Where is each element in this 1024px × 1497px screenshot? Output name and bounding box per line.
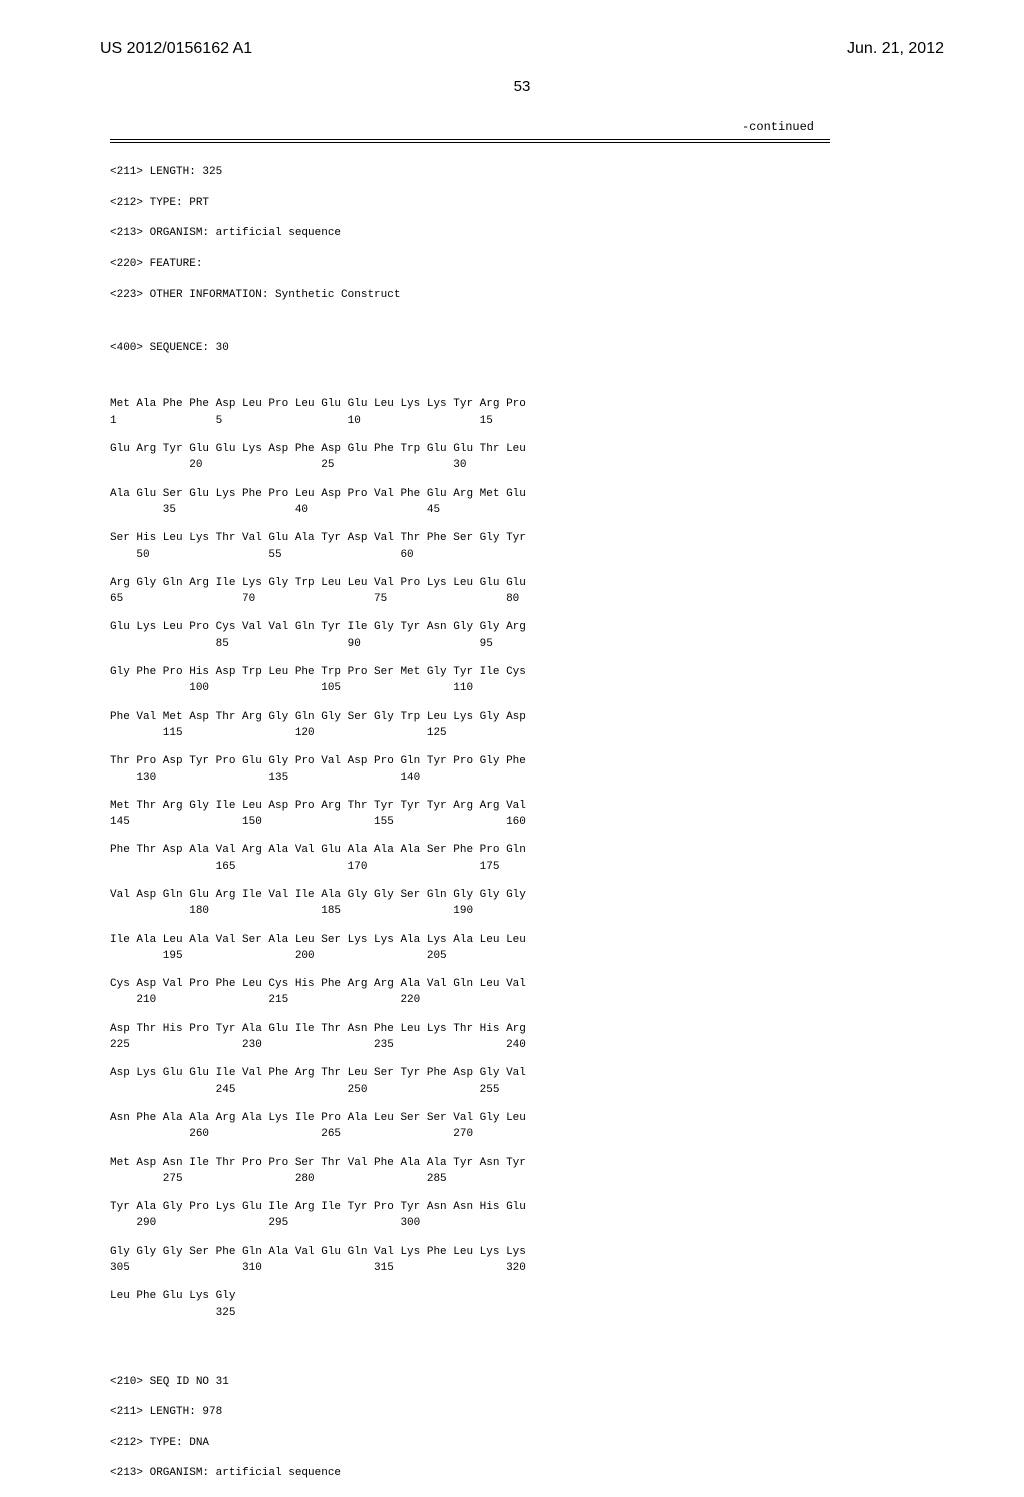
sequence-aa-row: Met Thr Arg Gly Ile Leu Asp Pro Arg Thr … — [110, 799, 944, 813]
sequence-aa-row: Phe Thr Asp Ala Val Arg Ala Val Glu Ala … — [110, 843, 944, 857]
sequence-aa-row: Phe Val Met Asp Thr Arg Gly Gln Gly Ser … — [110, 710, 944, 724]
sequence-num-row: 275 280 285 — [110, 1172, 944, 1186]
sequence-num-row: 130 135 140 — [110, 771, 944, 785]
section-divider — [110, 139, 830, 143]
seq-header-line: <212> TYPE: PRT — [110, 196, 944, 210]
seq-header-line: <400> SEQUENCE: 30 — [110, 341, 944, 355]
sequence-num-row: 325 — [110, 1306, 944, 1320]
sequence-num-row: 100 105 110 — [110, 681, 944, 695]
sequence-num-row: 305 310 315 320 — [110, 1261, 944, 1275]
sequence-aa-row: Met Asp Asn Ile Thr Pro Pro Ser Thr Val … — [110, 1156, 944, 1170]
sequence-num-row: 20 25 30 — [110, 458, 944, 472]
seq-header-line: <211> LENGTH: 325 — [110, 165, 944, 179]
sequence-num-row: 210 215 220 — [110, 993, 944, 1007]
publication-date: Jun. 21, 2012 — [847, 40, 944, 58]
continued-label: -continued — [100, 120, 814, 134]
sequence-aa-row: Val Asp Gln Glu Arg Ile Val Ile Ala Gly … — [110, 888, 944, 902]
sequence-num-row: 35 40 45 — [110, 503, 944, 517]
sequence-aa-row: Glu Lys Leu Pro Cys Val Val Gln Tyr Ile … — [110, 620, 944, 634]
publication-number: US 2012/0156162 A1 — [100, 40, 252, 58]
sequence-aa-row: Asp Thr His Pro Tyr Ala Glu Ile Thr Asn … — [110, 1022, 944, 1036]
sequence-aa-row: Met Ala Phe Phe Asp Leu Pro Leu Glu Glu … — [110, 397, 944, 411]
sequence-num-row: 245 250 255 — [110, 1083, 944, 1097]
sequence-num-row: 50 55 60 — [110, 548, 944, 562]
sequence-num-row: 115 120 125 — [110, 726, 944, 740]
sequence-aa-row: Gly Gly Gly Ser Phe Gln Ala Val Glu Gln … — [110, 1245, 944, 1259]
sequence-num-row: 85 90 95 — [110, 637, 944, 651]
sequence-aa-row: Thr Pro Asp Tyr Pro Glu Gly Pro Val Asp … — [110, 754, 944, 768]
sequence-aa-row: Cys Asp Val Pro Phe Leu Cys His Phe Arg … — [110, 977, 944, 991]
sequence-aa-row: Ser His Leu Lys Thr Val Glu Ala Tyr Asp … — [110, 531, 944, 545]
sequence-aa-row: Gly Phe Pro His Asp Trp Leu Phe Trp Pro … — [110, 665, 944, 679]
sequence-num-row: 180 185 190 — [110, 904, 944, 918]
sequence-aa-row: Arg Gly Gln Arg Ile Lys Gly Trp Leu Leu … — [110, 576, 944, 590]
sequence-aa-row: Tyr Ala Gly Pro Lys Glu Ile Arg Ile Tyr … — [110, 1200, 944, 1214]
seq-header-line: <223> OTHER INFORMATION: Synthetic Const… — [110, 288, 944, 302]
sequence-num-row: 225 230 235 240 — [110, 1038, 944, 1052]
next-seq-line: <212> TYPE: DNA — [110, 1436, 944, 1450]
sequence-aa-row: Ile Ala Leu Ala Val Ser Ala Leu Ser Lys … — [110, 933, 944, 947]
sequence-aa-row: Ala Glu Ser Glu Lys Phe Pro Leu Asp Pro … — [110, 487, 944, 501]
sequence-aa-row: Glu Arg Tyr Glu Glu Lys Asp Phe Asp Glu … — [110, 442, 944, 456]
next-seq-line: <211> LENGTH: 978 — [110, 1405, 944, 1419]
sequence-num-row: 145 150 155 160 — [110, 815, 944, 829]
sequence-listing: <211> LENGTH: 325 <212> TYPE: PRT <213> … — [110, 151, 944, 1497]
sequence-aa-row: Leu Phe Glu Lys Gly — [110, 1289, 944, 1303]
sequence-aa-row: Asp Lys Glu Glu Ile Val Phe Arg Thr Leu … — [110, 1066, 944, 1080]
sequence-num-row: 290 295 300 — [110, 1216, 944, 1230]
sequence-num-row: 65 70 75 80 — [110, 592, 944, 606]
seq-header-line: <213> ORGANISM: artificial sequence — [110, 226, 944, 240]
sequence-num-row: 165 170 175 — [110, 860, 944, 874]
sequence-num-row: 1 5 10 15 — [110, 414, 944, 428]
seq-header-line: <220> FEATURE: — [110, 257, 944, 271]
next-seq-line: <213> ORGANISM: artificial sequence — [110, 1466, 944, 1480]
sequence-num-row: 195 200 205 — [110, 949, 944, 963]
sequence-aa-row: Asn Phe Ala Ala Arg Ala Lys Ile Pro Ala … — [110, 1111, 944, 1125]
next-seq-line: <210> SEQ ID NO 31 — [110, 1375, 944, 1389]
page-number: 53 — [100, 78, 944, 95]
page-header: US 2012/0156162 A1 Jun. 21, 2012 — [100, 40, 944, 58]
sequence-num-row: 260 265 270 — [110, 1127, 944, 1141]
